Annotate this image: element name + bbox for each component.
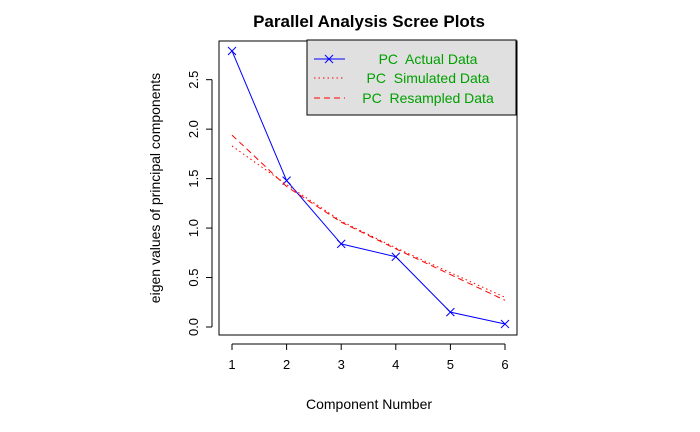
y-tick-label: 0.0 [186,318,201,336]
x-tick-label: 2 [283,357,290,372]
x-tick-label: 1 [228,357,235,372]
data-point [500,319,510,329]
x-tick-label: 4 [392,357,399,372]
data-point-stroke [227,46,237,56]
series-line-1 [231,50,506,325]
x-tick-label: 3 [338,357,345,372]
x-axis: 1 2 3 4 5 6 [228,343,509,372]
data-point [391,252,401,262]
data-point-stroke [336,239,346,249]
data-point [227,46,237,56]
data-point [446,307,455,317]
legend-swatch-marker [324,54,334,64]
data-point-stroke [500,319,510,329]
legend: PC Actual Data PC Simulated Data PC Resamp… [306,39,517,116]
series-line-2 [231,145,506,298]
x-tick-label: 5 [447,357,454,372]
y-tick-label: 2.0 [186,120,201,138]
data-point [336,239,346,249]
data-point-stroke [446,307,455,317]
y-tick-label: 2.5 [186,71,201,89]
x-axis-label: Component Number [306,396,432,412]
chart-title: Parallel Analysis Scree Plots [253,12,485,31]
y-tick-label: 0.5 [186,268,201,286]
series-line-3 [231,134,506,301]
legend-label: PC Simulated Data [367,70,490,86]
y-axis: 0.0 0.5 1.0 1.5 2.0 2.5 [186,71,213,336]
legend-label: PC Actual Data [379,51,478,67]
y-tick-label: 1.5 [186,170,201,188]
legend-label: PC Resampled Data [362,90,494,106]
y-tick-label: 1.0 [186,219,201,237]
x-tick-label: 6 [501,357,508,372]
data-point-stroke [391,252,401,262]
series-layer [227,46,510,329]
y-axis-label: eigen values of principal components [147,73,163,303]
